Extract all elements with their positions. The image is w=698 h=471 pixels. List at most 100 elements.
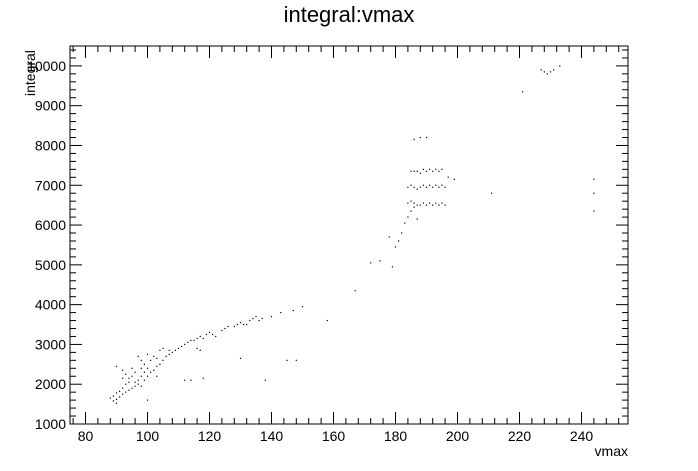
- scatter-point: [413, 206, 415, 208]
- scatter-point: [115, 398, 118, 400]
- scatter-point: [131, 375, 133, 377]
- y-tick-label: 1000: [35, 416, 66, 432]
- scatter-point: [444, 186, 446, 188]
- scatter-point: [429, 184, 431, 186]
- scatter-point: [416, 218, 418, 220]
- scatter-point: [416, 188, 418, 190]
- scatter-point: [270, 315, 273, 318]
- scatter-point: [413, 170, 415, 172]
- scatter-point: [419, 136, 421, 139]
- scatter-point: [326, 319, 328, 322]
- scatter-point: [140, 375, 142, 377]
- x-tick-label: 140: [260, 428, 284, 444]
- scatter-point: [109, 397, 111, 399]
- scatter-point: [447, 176, 449, 178]
- scatter-point: [549, 71, 552, 73]
- scatter-point: [119, 396, 121, 398]
- scatter-point: [122, 387, 124, 389]
- scatter-point: [143, 379, 145, 381]
- scatter-point: [143, 363, 145, 365]
- scatter-point: [425, 170, 428, 172]
- scatter-point: [184, 379, 186, 381]
- y-tick-label: 6000: [35, 217, 66, 233]
- scatter-point: [122, 377, 124, 379]
- x-tick-label: 220: [508, 428, 532, 444]
- scatter-point: [146, 353, 149, 355]
- scatter-point: [115, 365, 118, 367]
- scatter-point: [128, 377, 130, 379]
- scatter-point: [422, 168, 424, 170]
- scatter-point: [444, 204, 446, 206]
- scatter-point: [441, 202, 443, 204]
- scatter-point: [410, 200, 412, 202]
- y-tick-label: 9000: [35, 98, 66, 114]
- scatter-point: [112, 400, 114, 402]
- scatter-point: [354, 290, 356, 292]
- scatter-point: [190, 379, 192, 381]
- scatter-point: [177, 347, 180, 349]
- scatter-point: [205, 333, 207, 336]
- scatter-point: [150, 359, 152, 361]
- scatter-point: [146, 375, 149, 377]
- scatter-point: [261, 317, 263, 320]
- scatter-point: [115, 402, 118, 404]
- scatter-point: [394, 246, 397, 248]
- scatter-point: [398, 240, 400, 242]
- scatter-point: [301, 306, 304, 308]
- scatter-point: [413, 186, 415, 188]
- scatter-point: [540, 69, 542, 71]
- x-tick-label: 240: [570, 428, 594, 444]
- scatter-point: [140, 367, 142, 369]
- x-axis: 80 100 120 140 160 180 200 220 240: [72, 46, 620, 444]
- scatter-point: [435, 202, 437, 204]
- scatter-point: [190, 339, 192, 342]
- scatter-point: [174, 349, 176, 351]
- scatter-point: [184, 343, 186, 346]
- y-tick-label: 5000: [35, 257, 66, 273]
- scatter-point: [264, 379, 266, 381]
- scatter-point: [419, 172, 421, 174]
- scatter-point: [153, 355, 155, 357]
- scatter-point: [522, 91, 524, 93]
- x-tick-label: 120: [198, 428, 222, 444]
- scatter-point: [258, 319, 260, 322]
- x-tick-label: 200: [446, 428, 470, 444]
- scatter-point: [202, 377, 204, 379]
- scatter-point: [193, 339, 195, 342]
- x-axis-label: vmax: [595, 443, 628, 459]
- scatter-point: [171, 351, 173, 353]
- scatter-point: [593, 178, 595, 180]
- y-tick-label: 7000: [35, 177, 66, 193]
- scatter-point: [441, 184, 443, 186]
- scatter-point: [429, 202, 431, 204]
- scatter-point: [432, 170, 434, 172]
- scatter-point: [131, 387, 133, 389]
- scatter-point: [425, 136, 428, 139]
- scatter-point: [137, 355, 139, 357]
- scatter-point: [553, 69, 555, 71]
- scatter-point: [593, 210, 595, 212]
- scatter-point: [413, 202, 415, 204]
- scatter-point: [236, 323, 238, 326]
- scatter-point: [546, 73, 548, 75]
- scatter-point: [407, 216, 409, 218]
- scatter-point: [425, 204, 428, 206]
- scatter-point: [543, 71, 545, 73]
- scatter-point: [196, 347, 198, 349]
- chart-title: integral:vmax: [284, 2, 415, 27]
- scatter-point: [432, 204, 434, 206]
- scatter-point: [165, 355, 167, 357]
- scatter-point: [196, 337, 198, 340]
- scatter-point: [156, 365, 158, 367]
- scatter-point: [137, 379, 139, 381]
- scatter-point: [401, 232, 403, 234]
- scatter-point: [187, 341, 189, 344]
- scatter-point: [159, 363, 161, 365]
- scatter-point: [140, 359, 142, 361]
- y-axis-label: integral: [22, 50, 38, 96]
- scatter-point: [255, 315, 257, 318]
- plot-frame: [69, 45, 629, 425]
- scatter-point: [239, 321, 242, 324]
